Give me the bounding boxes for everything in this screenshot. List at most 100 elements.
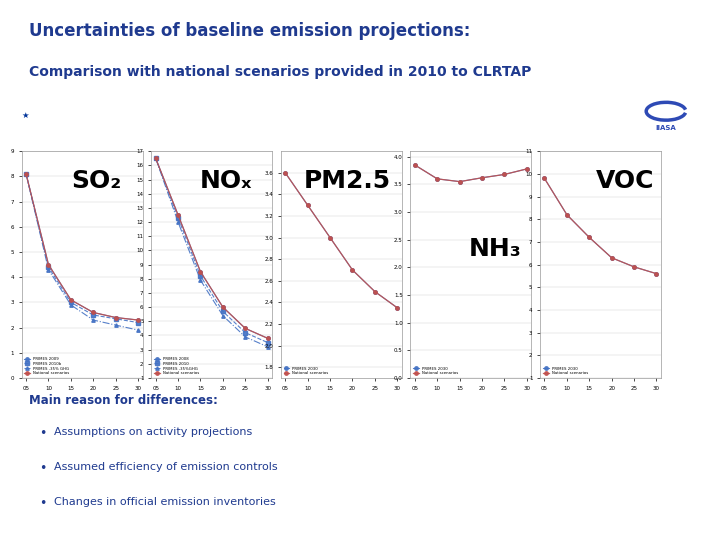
PRIMES 2030 <box>393 305 402 311</box>
National scenarios <box>89 309 98 316</box>
PRIMES 2010 <box>264 339 272 346</box>
National scenarios <box>393 305 402 311</box>
PRIMES 2030 <box>652 271 661 277</box>
Text: Main reason for differences:: Main reason for differences: <box>29 394 217 407</box>
PRIMES 2010b <box>134 319 143 326</box>
PRIMES -35%GHG <box>151 155 160 161</box>
Line: PRIMES 2030: PRIMES 2030 <box>413 163 528 184</box>
PRIMES 2009 <box>112 314 120 321</box>
PRIMES 2010 <box>219 308 228 315</box>
PRIMES 2030 <box>455 178 464 185</box>
Text: •: • <box>40 427 47 440</box>
Text: Assumptions on activity projections: Assumptions on activity projections <box>54 427 252 437</box>
National scenarios <box>174 212 182 218</box>
National scenarios <box>478 174 487 181</box>
National scenarios <box>500 171 509 178</box>
PRIMES 2030 <box>281 170 289 176</box>
PRIMES -35%GHG <box>264 343 272 350</box>
National scenarios <box>112 314 120 321</box>
Text: •: • <box>40 497 47 510</box>
Text: SO₂: SO₂ <box>71 170 122 193</box>
Line: PRIMES 2008: PRIMES 2008 <box>154 157 269 340</box>
PRIMES 2010 <box>241 329 250 336</box>
PRIMES 2030 <box>608 254 616 261</box>
PRIMES -35%GHG <box>174 219 182 225</box>
PRIMES -35% GHG <box>112 322 120 328</box>
PRIMES 2030 <box>325 234 334 241</box>
Text: Comparison with national scenarios provided in 2010 to CLRTAP: Comparison with national scenarios provi… <box>29 65 531 79</box>
Line: PRIMES 2010: PRIMES 2010 <box>154 157 269 345</box>
PRIMES 2030 <box>523 166 531 172</box>
PRIMES -35%GHG <box>241 334 250 340</box>
Line: National scenarios: National scenarios <box>284 171 399 309</box>
National scenarios <box>22 171 30 177</box>
PRIMES 2010b <box>89 312 98 318</box>
PRIMES 2030 <box>478 174 487 181</box>
PRIMES 2030 <box>585 234 593 241</box>
National scenarios <box>540 175 549 181</box>
National scenarios <box>433 176 441 182</box>
PRIMES -35% GHG <box>89 317 98 323</box>
PRIMES 2008 <box>196 268 204 275</box>
PRIMES 2030 <box>433 176 441 182</box>
National scenarios <box>219 304 228 310</box>
Text: Changes in official emission inventories: Changes in official emission inventories <box>54 497 276 507</box>
National scenarios <box>281 170 289 176</box>
PRIMES 2010b <box>112 315 120 322</box>
National scenarios <box>196 268 204 275</box>
PRIMES 2030 <box>500 171 509 178</box>
PRIMES 2010 <box>196 273 204 279</box>
National scenarios <box>44 261 53 268</box>
PRIMES -35%GHG <box>219 312 228 319</box>
PRIMES 2030 <box>562 212 571 218</box>
Text: Uncertainties of baseline emission projections:: Uncertainties of baseline emission proje… <box>29 22 470 39</box>
National scenarios <box>348 267 357 273</box>
National scenarios <box>455 178 464 185</box>
National scenarios <box>264 335 272 342</box>
Text: Assumed efficiency of emission controls: Assumed efficiency of emission controls <box>54 462 278 472</box>
Text: •: • <box>40 462 47 475</box>
Legend: PRIMES 2009, PRIMES 2010b, PRIMES -35% GHG, National scenarios: PRIMES 2009, PRIMES 2010b, PRIMES -35% G… <box>24 356 71 376</box>
Text: ★: ★ <box>21 111 29 120</box>
PRIMES -35% GHG <box>134 327 143 333</box>
PRIMES 2010b <box>44 264 53 271</box>
PRIMES 2030 <box>410 162 419 168</box>
National scenarios <box>66 296 75 303</box>
Line: PRIMES -35% GHG: PRIMES -35% GHG <box>24 172 140 332</box>
National scenarios <box>630 264 639 270</box>
PRIMES -35% GHG <box>66 302 75 308</box>
Line: PRIMES 2030: PRIMES 2030 <box>543 177 658 275</box>
PRIMES 2030 <box>303 202 312 208</box>
PRIMES 2008 <box>219 304 228 310</box>
PRIMES 2030 <box>540 175 549 181</box>
Text: VOC: VOC <box>595 170 654 193</box>
Line: National scenarios: National scenarios <box>154 157 269 340</box>
National scenarios <box>325 234 334 241</box>
PRIMES 2008 <box>241 325 250 332</box>
PRIMES 2030 <box>630 264 639 270</box>
PRIMES 2010b <box>66 299 75 306</box>
Line: National scenarios: National scenarios <box>24 172 140 322</box>
Legend: PRIMES 2030, National scenarios: PRIMES 2030, National scenarios <box>283 366 330 376</box>
Text: NOₓ: NOₓ <box>200 170 253 193</box>
National scenarios <box>371 288 379 295</box>
PRIMES 2008 <box>264 335 272 342</box>
PRIMES 2009 <box>134 317 143 323</box>
National scenarios <box>562 212 571 218</box>
PRIMES -35% GHG <box>22 171 30 177</box>
PRIMES 2030 <box>371 288 379 295</box>
National scenarios <box>303 202 312 208</box>
Line: PRIMES -35%GHG: PRIMES -35%GHG <box>154 157 269 348</box>
National scenarios <box>241 325 250 332</box>
National scenarios <box>134 317 143 323</box>
PRIMES 2010 <box>151 155 160 161</box>
PRIMES 2008 <box>151 155 160 161</box>
National scenarios <box>608 254 616 261</box>
PRIMES 2009 <box>89 309 98 316</box>
PRIMES -35%GHG <box>196 277 204 284</box>
Text: PM2.5: PM2.5 <box>304 170 391 193</box>
PRIMES 2030 <box>348 267 357 273</box>
National scenarios <box>523 166 531 172</box>
Legend: PRIMES 2030, National scenarios: PRIMES 2030, National scenarios <box>542 366 589 376</box>
National scenarios <box>410 162 419 168</box>
